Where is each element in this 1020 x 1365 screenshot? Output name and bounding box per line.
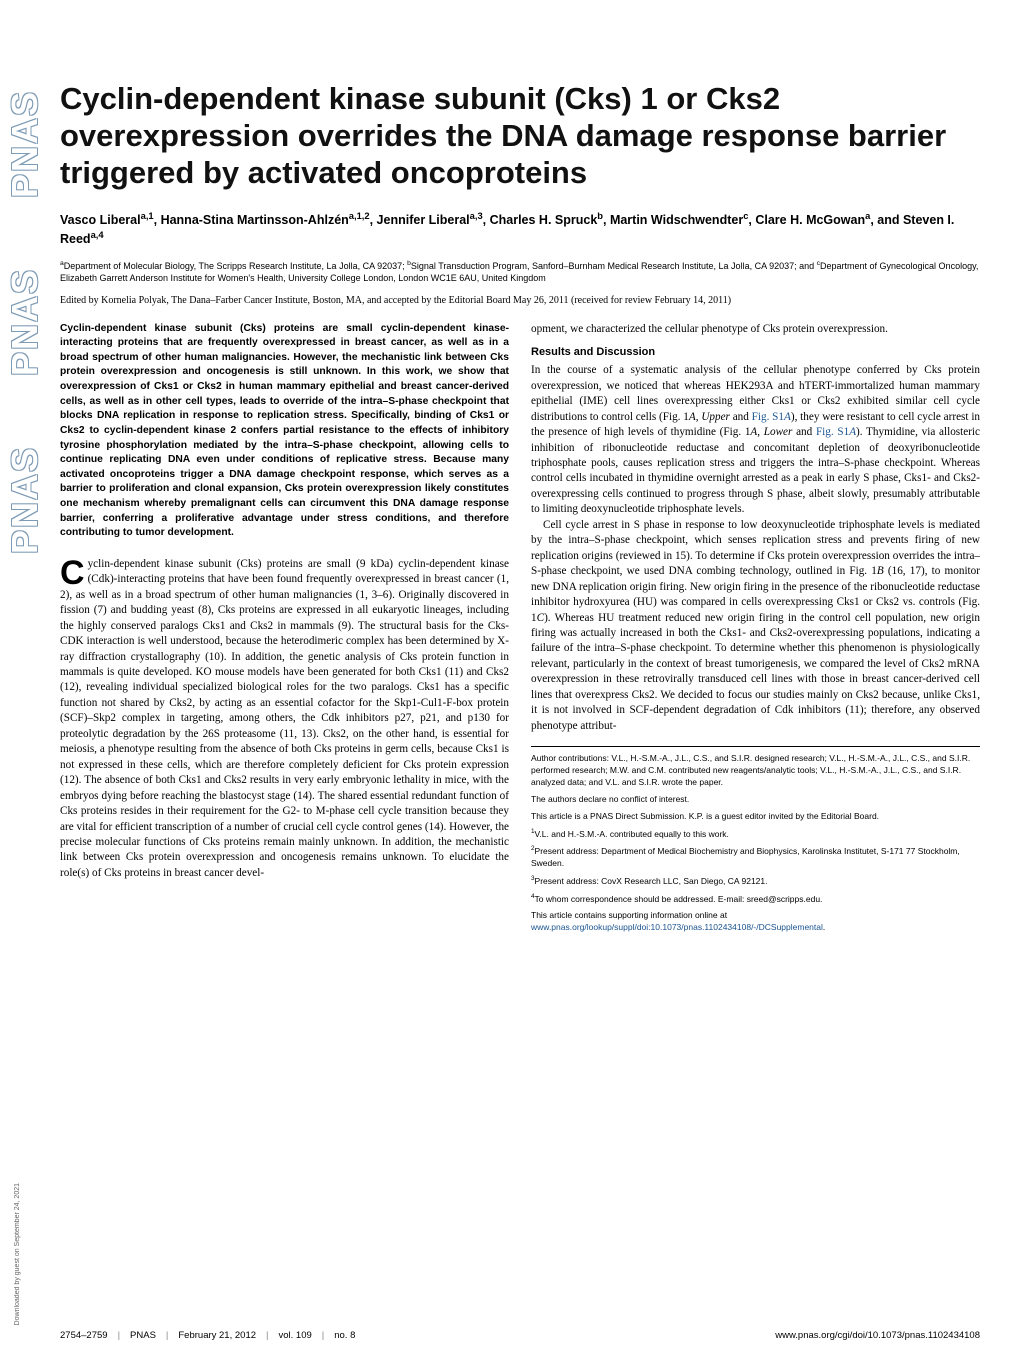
footnote-submission: This article is a PNAS Direct Submission… [531, 811, 980, 823]
body-right-2: In the course of a systematic analysis o… [531, 363, 980, 518]
footer-no: no. 8 [334, 1330, 355, 1341]
footnote-4: 4To whom correspondence should be addres… [531, 893, 980, 906]
footer-pages: 2754–2759 [60, 1330, 108, 1341]
pnas-logo: PNAS [4, 90, 46, 198]
affiliations: aDepartment of Molecular Biology, The Sc… [60, 259, 980, 284]
article-title: Cyclin-dependent kinase subunit (Cks) 1 … [60, 80, 980, 192]
footnote-3: 3Present address: CovX Research LLC, San… [531, 875, 980, 888]
pnas-logo-repeat: PNAS [4, 268, 46, 376]
article-page: Cyclin-dependent kinase subunit (Cks) 1 … [60, 0, 980, 939]
footnote-conflict: The authors declare no conflict of inter… [531, 794, 980, 806]
abstract: Cyclin-dependent kinase subunit (Cks) pr… [60, 322, 509, 541]
pnas-sidebar: PNAS PNAS PNAS [0, 0, 50, 1365]
pnas-logo-repeat-2: PNAS [4, 446, 46, 554]
si-link[interactable]: www.pnas.org/lookup/suppl/doi:10.1073/pn… [531, 922, 823, 932]
footer-url: www.pnas.org/cgi/doi/10.1073/pnas.110243… [775, 1330, 980, 1341]
body-right-3: Cell cycle arrest in S phase in response… [531, 518, 980, 734]
two-column-body: Cyclin-dependent kinase subunit (Cks) pr… [60, 322, 980, 940]
footer-vol: vol. 109 [278, 1330, 311, 1341]
footer-date: February 21, 2012 [178, 1330, 256, 1341]
page-footer: 2754–2759 PNAS February 21, 2012 vol. 10… [60, 1330, 980, 1341]
footer-journal: PNAS [130, 1330, 156, 1341]
download-note: Downloaded by guest on September 24, 202… [14, 1183, 21, 1325]
body-right-1: opment, we characterized the cellular ph… [531, 322, 980, 337]
body-para-1: Cyclin-dependent kinase subunit (Cks) pr… [60, 557, 509, 882]
footnote-2: 2Present address: Department of Medical … [531, 845, 980, 870]
dropcap: C [60, 557, 88, 588]
left-column: Cyclin-dependent kinase subunit (Cks) pr… [60, 322, 509, 940]
author-list: Vasco Liberala,1, Hanna-Stina Martinsson… [60, 210, 980, 249]
footnote-1: 1V.L. and H.-S.M.-A. contributed equally… [531, 828, 980, 841]
footer-left: 2754–2759 PNAS February 21, 2012 vol. 10… [60, 1330, 355, 1341]
section-head-results: Results and Discussion [531, 345, 980, 360]
footnote-contrib: Author contributions: V.L., H.-S.M.-A., … [531, 753, 980, 789]
footnotes: Author contributions: V.L., H.-S.M.-A., … [531, 746, 980, 934]
edited-by: Edited by Kornelia Polyak, The Dana–Farb… [60, 294, 980, 308]
right-column: opment, we characterized the cellular ph… [531, 322, 980, 940]
footnote-si: This article contains supporting informa… [531, 910, 980, 934]
